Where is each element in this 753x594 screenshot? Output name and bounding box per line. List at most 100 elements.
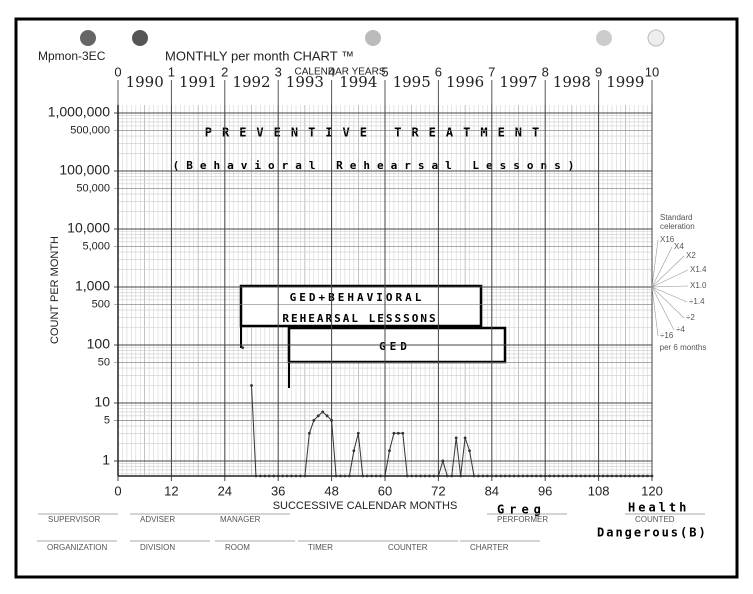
form-label: ORGANIZATION [47, 543, 108, 552]
celeration-line [651, 255, 685, 288]
celeration-mark: X1.0 [690, 281, 707, 290]
form-label: TIMER [308, 543, 333, 552]
year-label: 1996 [446, 73, 484, 91]
celeration-line [651, 286, 675, 331]
data-point [325, 414, 329, 418]
celeration-line [651, 286, 659, 337]
data-point [588, 474, 592, 478]
y-tick-label: 10 [94, 394, 110, 410]
data-point [374, 474, 378, 478]
celeration-mark: X1.4 [690, 265, 707, 274]
data-point [592, 474, 596, 478]
data-point [316, 414, 320, 418]
data-point [383, 474, 387, 478]
data-point [530, 474, 534, 478]
y-tick-label: 50 [98, 356, 110, 368]
data-point [557, 474, 560, 478]
data-point [619, 474, 623, 478]
data-point [503, 474, 507, 478]
celeration-mark: ÷16 [660, 331, 674, 340]
top-tick-label: 10 [645, 64, 659, 79]
counted-text: Health [628, 501, 689, 515]
form-label: CHARTER [470, 543, 509, 552]
data-point [579, 474, 583, 478]
punch-hole [365, 30, 381, 46]
counted-text: Dangerous(B) [597, 526, 708, 540]
x-tick-label: 36 [271, 483, 285, 498]
annotation: PREVENTIVE TREATMENT [205, 126, 550, 140]
form-label: ADVISER [140, 515, 175, 524]
year-label: 1992 [232, 73, 270, 91]
y-tick-label: 1,000,000 [48, 104, 110, 120]
form-label: PERFORMER [497, 515, 548, 524]
data-point [481, 474, 485, 478]
punch-hole [647, 29, 665, 47]
top-tick-label: 0 [114, 64, 121, 79]
data-point [307, 431, 311, 435]
top-tick-label: 4 [328, 64, 335, 79]
data-point [290, 474, 293, 478]
data-point [343, 474, 347, 478]
data-point [388, 449, 391, 453]
data-point [348, 474, 351, 478]
data-point [623, 474, 627, 478]
data-point [512, 474, 516, 478]
data-point [352, 449, 356, 453]
x-tick-label: 96 [538, 483, 552, 498]
year-label: 1993 [286, 73, 324, 91]
year-label: 1990 [126, 73, 164, 91]
data-point [272, 474, 276, 478]
celeration-line [651, 246, 673, 288]
annotation-box [239, 284, 483, 328]
annotation: GED [379, 340, 411, 353]
year-label: 1991 [179, 73, 217, 91]
data-point [539, 474, 543, 478]
data-point [396, 431, 400, 435]
data-point [299, 474, 302, 478]
y-tick-label: 1,000 [75, 278, 110, 294]
data-point [615, 474, 618, 478]
year-label: 1995 [393, 73, 431, 91]
data-point [356, 431, 360, 435]
form-label: COUNTER [388, 543, 428, 552]
data-point [521, 474, 525, 478]
data-point [285, 474, 289, 478]
data-point [450, 474, 454, 478]
data-point [543, 474, 547, 478]
data-point [401, 431, 405, 435]
celeration-mark: ÷2 [686, 313, 695, 322]
top-tick-label: 5 [381, 64, 388, 79]
data-point [454, 436, 458, 440]
data-point [254, 474, 258, 478]
data-point [583, 474, 587, 478]
punch-hole [132, 30, 148, 46]
y-tick-label: 5,000 [82, 240, 110, 252]
data-point [463, 436, 467, 440]
data-point [250, 384, 253, 387]
data-point [490, 474, 494, 478]
data-point [321, 410, 325, 414]
y-tick-label: 100 [87, 336, 111, 352]
celeration-line [651, 269, 689, 288]
celeration-line [651, 286, 688, 303]
data-point [610, 474, 614, 478]
x-tick-label: 24 [218, 483, 232, 498]
data-point [259, 474, 262, 478]
data-point [263, 474, 267, 478]
y-tick-label: 500,000 [70, 124, 110, 136]
data-point [432, 474, 436, 478]
data-point [637, 474, 641, 478]
x-tick-label: 48 [324, 483, 338, 498]
y-tick-label: 1 [102, 452, 110, 468]
data-point [445, 474, 449, 478]
celeration-mark: X16 [660, 235, 675, 244]
data-point [534, 474, 538, 478]
data-point [294, 474, 298, 478]
celeration-mark: X2 [686, 251, 696, 260]
data-point [414, 474, 418, 478]
top-tick-label: 8 [542, 64, 549, 79]
data-point [379, 474, 382, 478]
data-point [477, 474, 480, 478]
top-tick-label: 2 [221, 64, 228, 79]
